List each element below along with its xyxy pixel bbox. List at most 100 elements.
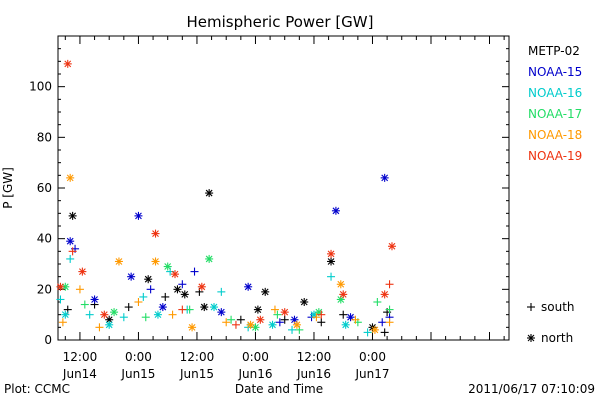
south-point xyxy=(378,318,387,327)
south-point xyxy=(327,272,336,281)
north-point xyxy=(134,211,143,220)
south-point xyxy=(280,315,289,324)
south-point xyxy=(134,298,143,306)
south-point xyxy=(227,315,236,324)
north-point xyxy=(244,282,253,291)
chart-title: Hemispheric Power [GW] xyxy=(187,13,374,31)
south-point xyxy=(85,310,94,319)
x-axis: 12:00 Jun14 0:00 Jun15 12:00 Jun15 0:00 Jun16 12… xyxy=(62,36,505,381)
south-point xyxy=(146,285,155,294)
north-point xyxy=(127,272,136,281)
south-point xyxy=(385,280,394,289)
y-tick-label: 40 xyxy=(37,232,52,246)
north-point xyxy=(61,310,70,319)
south-point xyxy=(339,310,348,319)
north-point xyxy=(68,211,77,220)
x-tick-label-date: Jun15 xyxy=(120,367,155,381)
x-tick-label-date: Jun17 xyxy=(354,367,389,381)
legend-entry: METP-02 xyxy=(528,44,580,58)
north-point xyxy=(205,254,214,263)
north-point xyxy=(387,242,396,251)
north-point xyxy=(327,249,336,258)
north-point xyxy=(261,287,270,296)
north-point xyxy=(63,59,72,68)
north-point xyxy=(61,282,70,291)
south-point xyxy=(317,310,326,319)
north-point xyxy=(210,303,219,312)
south-point xyxy=(363,328,372,337)
north-point xyxy=(280,308,289,317)
y-tick-label: 0 xyxy=(44,333,52,347)
south-point xyxy=(236,315,245,324)
north-point xyxy=(78,267,87,276)
north-point xyxy=(327,257,336,266)
south-point xyxy=(56,295,65,304)
south-point xyxy=(168,310,177,319)
symbol-legend-label: north xyxy=(541,331,573,345)
y-tick-label: 100 xyxy=(29,80,52,94)
south-point xyxy=(312,313,321,322)
south-point xyxy=(185,305,194,314)
x-tick-label-time: 0:00 xyxy=(359,350,386,364)
south-point xyxy=(231,320,240,329)
south-point xyxy=(141,313,150,322)
south-point xyxy=(66,254,75,263)
legend-entry: NOAA-19 xyxy=(528,149,582,163)
plot-credit: Plot: CCMC xyxy=(4,382,70,396)
north-point xyxy=(171,270,180,279)
south-point xyxy=(288,325,297,334)
north-point xyxy=(173,285,182,294)
south-point xyxy=(270,305,279,314)
x-tick-label-time: 12:00 xyxy=(63,350,98,364)
x-tick-label-date: Jun14 xyxy=(62,367,97,381)
north-point xyxy=(90,295,99,304)
north-point xyxy=(105,320,114,329)
south-point xyxy=(351,315,360,324)
north-point xyxy=(205,189,214,198)
north-point xyxy=(292,320,301,329)
south-point xyxy=(178,280,187,289)
y-axis-label: P [GW] xyxy=(1,167,15,209)
north-point xyxy=(246,320,255,329)
asterisk-symbol-icon xyxy=(527,334,535,342)
symbol-legend-label: south xyxy=(541,300,575,314)
south-point xyxy=(217,287,226,296)
x-tick-label-date: Jun16 xyxy=(296,367,331,381)
data-points xyxy=(56,59,396,337)
north-point xyxy=(336,280,345,289)
north-point xyxy=(100,310,109,319)
x-tick-label-date: Jun15 xyxy=(179,367,214,381)
south-point xyxy=(190,267,199,276)
symbol-legend: south north xyxy=(527,300,575,345)
north-point xyxy=(188,323,197,332)
legend-entry: NOAA-16 xyxy=(528,86,582,100)
north-point xyxy=(200,303,209,312)
south-point xyxy=(373,298,382,306)
plot-frame xyxy=(57,35,510,341)
south-point xyxy=(95,323,104,332)
north-point xyxy=(151,257,160,266)
legend-entry: NOAA-15 xyxy=(528,65,582,79)
north-point xyxy=(253,305,262,314)
north-point xyxy=(217,308,226,317)
north-point xyxy=(144,275,153,284)
north-point xyxy=(56,282,65,291)
x-tick-label-date: Jun16 xyxy=(237,367,272,381)
south-point xyxy=(75,285,84,294)
north-point xyxy=(197,282,206,291)
y-tick-label: 20 xyxy=(37,282,52,296)
south-point xyxy=(161,292,170,301)
north-point xyxy=(256,315,265,324)
north-point xyxy=(110,308,119,317)
legend: METP-02 NOAA-15 NOAA-16 NOAA-17 NOAA-18 NOAA-… xyxy=(528,44,582,163)
south-point xyxy=(119,313,128,322)
south-point xyxy=(385,305,394,314)
x-tick-label-time: 0:00 xyxy=(125,350,152,364)
plot-timestamp: 2011/06/17 07:10:09 xyxy=(468,382,595,396)
south-point xyxy=(385,318,394,327)
legend-entry: NOAA-18 xyxy=(528,128,582,142)
south-point xyxy=(317,318,326,327)
x-tick-label-time: 12:00 xyxy=(180,350,215,364)
y-tick-label: 60 xyxy=(37,181,52,195)
